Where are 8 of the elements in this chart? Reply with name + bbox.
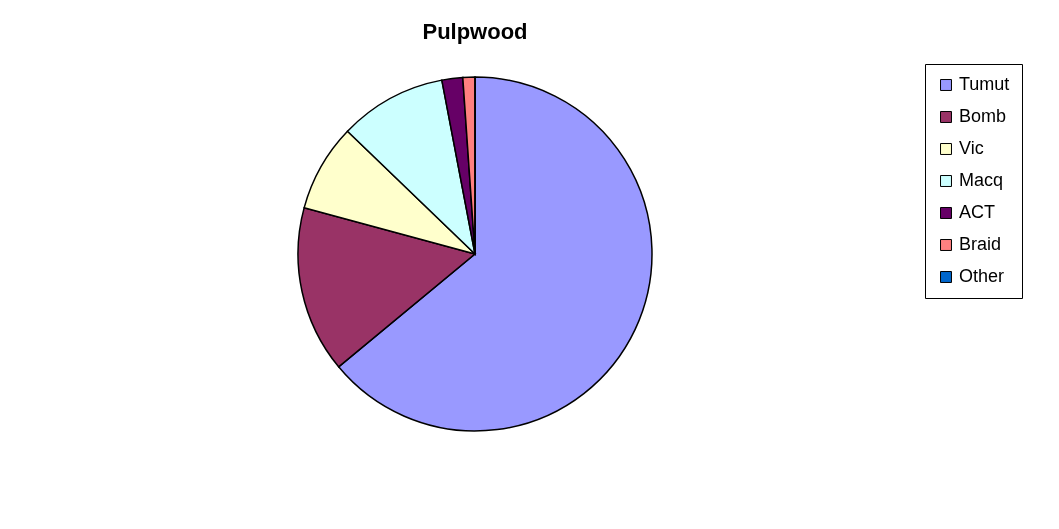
legend-label: Other bbox=[959, 266, 1005, 286]
legend-label: Macq bbox=[959, 170, 1004, 190]
legend-label: Vic bbox=[959, 138, 984, 158]
legend-label: Braid bbox=[959, 234, 1002, 254]
legend-label: Bomb bbox=[959, 106, 1007, 126]
legend-label: Tumut bbox=[959, 74, 1010, 94]
legend-label: ACT bbox=[959, 202, 995, 222]
chart-title: Pulpwood bbox=[422, 18, 528, 44]
